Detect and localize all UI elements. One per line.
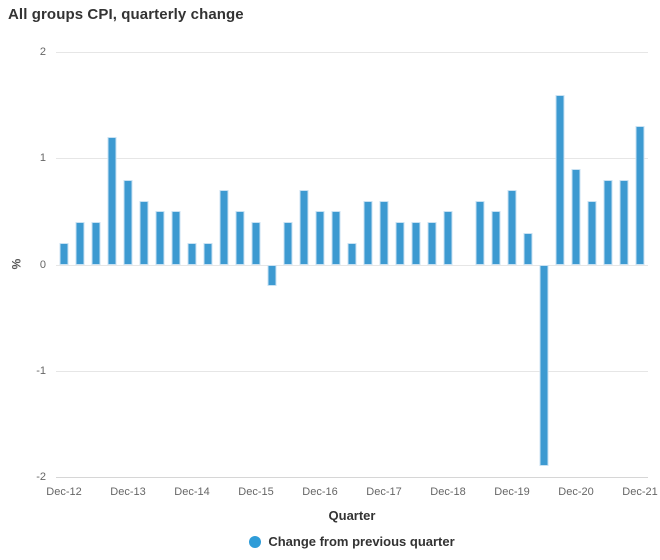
bar-Mar-21[interactable]: [587, 200, 597, 265]
bar-Mar-18[interactable]: [395, 222, 405, 265]
bar-Dec-13[interactable]: [123, 179, 133, 265]
bar-Dec-20[interactable]: [571, 168, 581, 265]
bar-Sep-21[interactable]: [619, 179, 629, 265]
x-tick-label-Dec-17: Dec-17: [366, 486, 402, 498]
gridline-y-2: [56, 52, 648, 53]
legend-item-change-from-previous-quarter[interactable]: Change from previous quarter: [56, 534, 648, 549]
x-tick-label-Dec-19: Dec-19: [494, 486, 530, 498]
chart-title: All groups CPI, quarterly change: [8, 6, 244, 23]
y-tick-label-1: 1: [39, 152, 46, 165]
bar-Dec-14[interactable]: [187, 243, 197, 265]
plot-area: [56, 52, 648, 478]
bar-Mar-17[interactable]: [331, 211, 341, 265]
y-axis-title: %: [9, 258, 24, 270]
bar-Sep-14[interactable]: [171, 211, 181, 265]
bar-Jun-16[interactable]: [283, 222, 293, 265]
bar-Jun-21[interactable]: [603, 179, 613, 265]
bar-Jun-20[interactable]: [539, 264, 549, 467]
x-tick-label-Dec-14: Dec-14: [174, 486, 210, 498]
bar-Sep-19[interactable]: [491, 211, 501, 265]
x-axis-title: Quarter: [328, 508, 376, 523]
bar-Sep-18[interactable]: [427, 222, 437, 265]
y-tick-label-0: 0: [39, 258, 46, 271]
bar-Sep-20[interactable]: [555, 94, 565, 265]
x-tick-label-Dec-15: Dec-15: [238, 486, 274, 498]
x-tick-label-Dec-18: Dec-18: [430, 486, 466, 498]
bar-Mar-13[interactable]: [75, 222, 85, 265]
bar-Mar-15[interactable]: [203, 243, 213, 265]
bar-Dec-21[interactable]: [635, 126, 645, 265]
bar-Jun-19[interactable]: [475, 200, 485, 265]
gridline-y--1: [56, 370, 648, 372]
bar-Sep-17[interactable]: [363, 200, 373, 265]
bar-Jun-17[interactable]: [347, 243, 357, 265]
bar-Jun-13[interactable]: [91, 222, 101, 265]
bar-Dec-19[interactable]: [507, 190, 517, 265]
bar-Jun-14[interactable]: [155, 211, 165, 265]
y-tick-label--2: -2: [36, 471, 46, 483]
bar-Sep-13[interactable]: [107, 137, 117, 265]
x-tick-label-Dec-21: Dec-21: [622, 486, 658, 498]
gridline-y-1: [56, 158, 648, 160]
bar-Dec-15[interactable]: [251, 222, 261, 265]
x-tick-label-Dec-16: Dec-16: [302, 486, 338, 498]
bar-Dec-17[interactable]: [379, 200, 389, 265]
bar-Jun-18[interactable]: [411, 222, 421, 265]
x-tick-label-Dec-13: Dec-13: [110, 486, 146, 498]
bar-Sep-15[interactable]: [235, 211, 245, 265]
bar-Mar-20[interactable]: [523, 232, 533, 265]
gridline-y--2: [56, 477, 648, 478]
bar-Dec-18[interactable]: [443, 211, 453, 265]
bar-Jun-15[interactable]: [219, 190, 229, 265]
legend-label: Change from previous quarter: [268, 534, 455, 549]
bar-Dec-12[interactable]: [59, 243, 69, 265]
bar-Dec-16[interactable]: [315, 211, 325, 265]
bar-Sep-16[interactable]: [299, 190, 309, 265]
x-tick-label-Dec-12: Dec-12: [46, 486, 82, 498]
bar-Mar-14[interactable]: [139, 200, 149, 265]
legend-marker-icon: [249, 535, 262, 548]
x-tick-label-Dec-20: Dec-20: [558, 486, 594, 498]
gridline-y-0: [56, 264, 648, 266]
y-tick-label-2: 2: [39, 46, 46, 58]
y-tick-label--1: -1: [36, 364, 46, 377]
bar-Mar-16[interactable]: [267, 264, 277, 286]
